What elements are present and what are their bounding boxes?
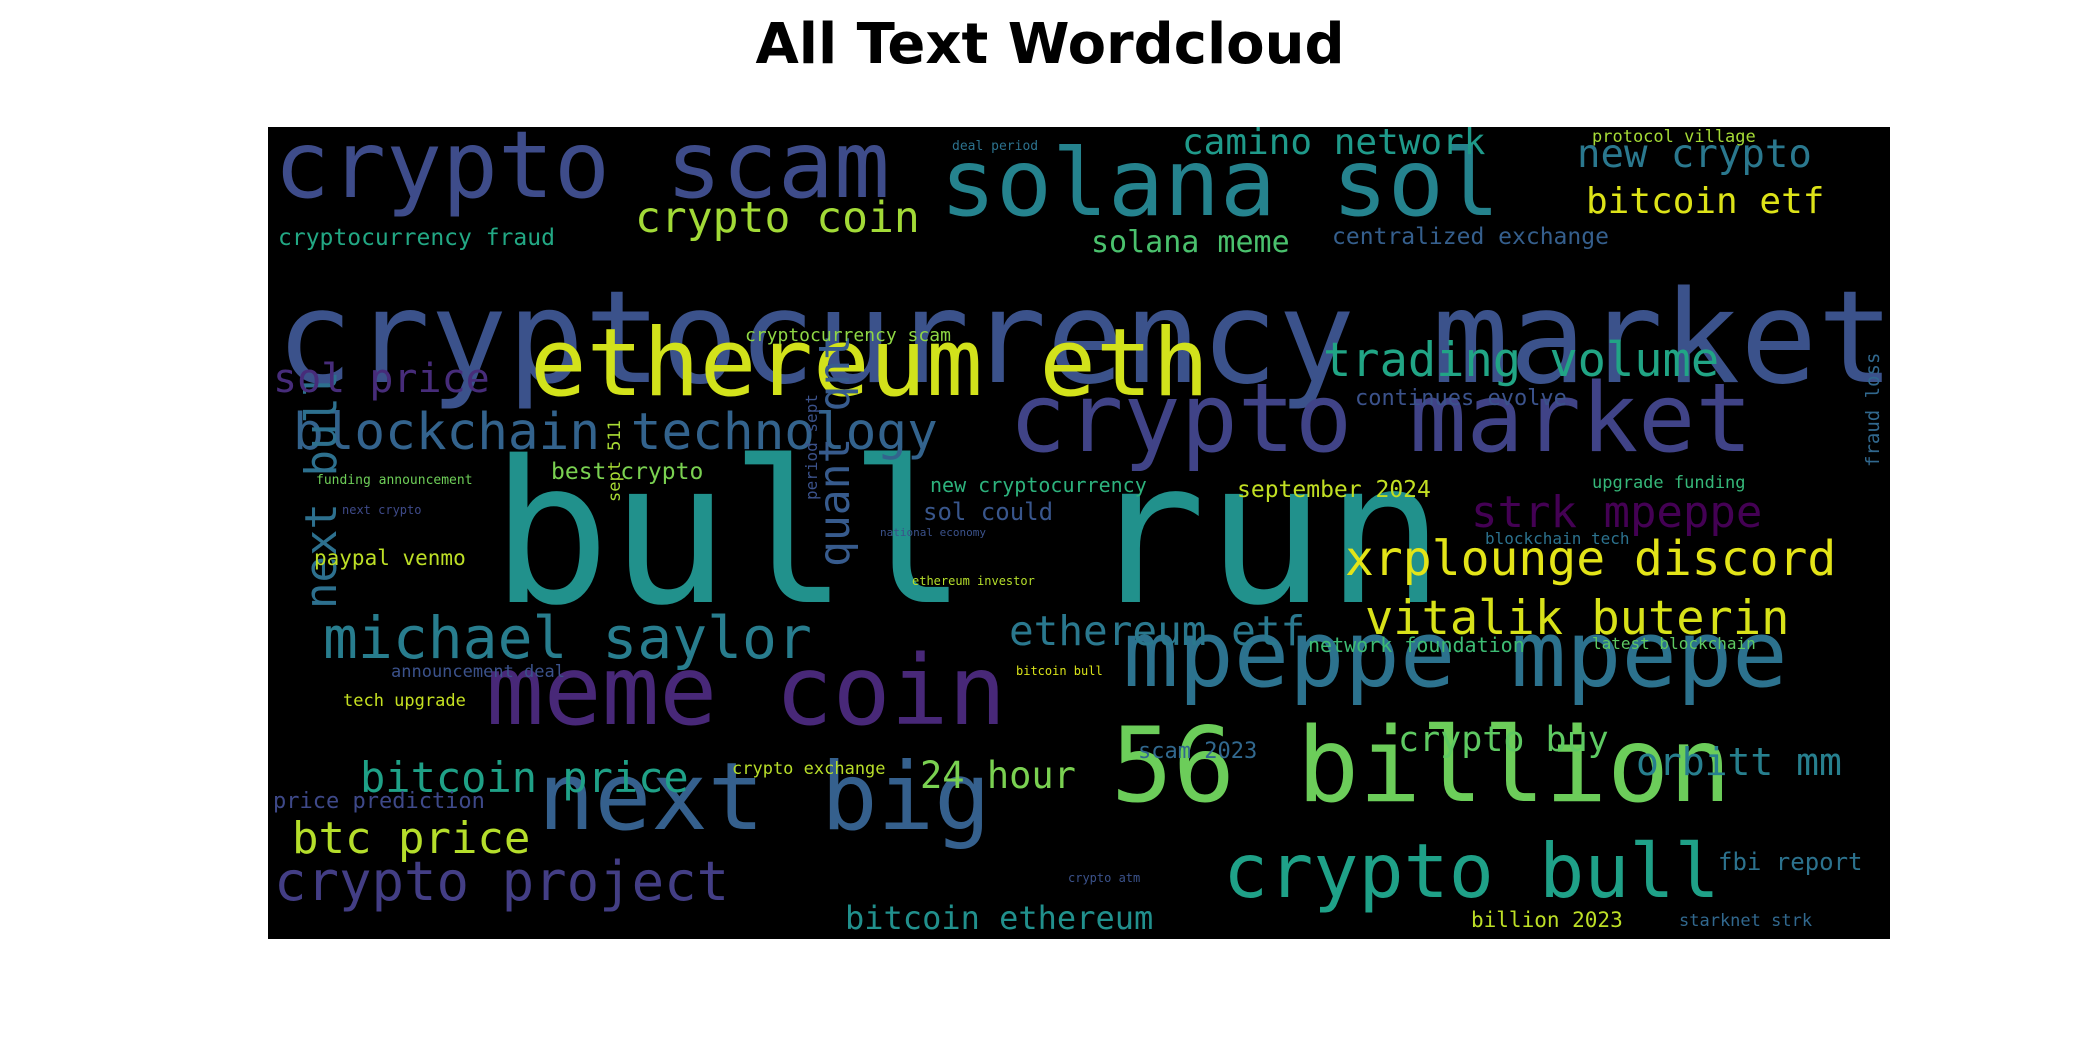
word-label: mpeppe mpepe [1123,601,1788,708]
word-label: crypto buy [1398,720,1609,760]
word-label: billion 2023 [1471,908,1623,932]
word-label: paypal venmo [314,546,466,570]
word-label: sol price [273,356,490,402]
word-label: network foundation [1308,633,1525,657]
word-label: next bull [296,370,347,609]
word-label: upgrade funding [1592,473,1746,493]
word-label: sol could [923,498,1054,526]
chart-title: All Text Wordcloud [755,12,1345,77]
word-label: btc price [292,813,531,864]
word-label: tech upgrade [343,691,466,711]
word-label: fraud loss [1862,352,1884,467]
word-label: continues evolve [1355,386,1567,411]
word-label: 56 billion [1111,706,1732,826]
word-label: michael saylor [323,604,812,672]
word-label: next crypto [342,503,422,517]
word-label: starknet strk [1679,911,1813,931]
word-label: blockchain tech [1485,529,1630,548]
word-label: crypto bull [1223,827,1720,915]
word-label: latest blockchain [1592,634,1756,653]
word-label: september 2024 [1237,477,1431,503]
word-label: vitalik buterin [1365,591,1790,646]
word-label: bull run [491,418,1445,649]
word-label: orbitt mm [1636,740,1842,784]
word-label: protocol village [1592,127,1756,147]
word-label: cryptocurrency market [276,264,1890,413]
word-label: blockchain technology [293,403,938,462]
word-label: new crypto [1577,132,1812,177]
word-label: new cryptocurrency [930,473,1147,497]
word-label: crypto coin [635,193,920,243]
word-label: price prediction [273,789,485,814]
word-label: bitcoin ethereum [845,899,1154,937]
word-label: best crypto [551,459,704,485]
word-label: next big [538,743,991,852]
word-label: solana sol [940,129,1500,237]
wordcloud-canvas: bull run cryptocurrency market ethereum et… [268,127,1890,939]
word-label: solana meme [1091,225,1290,260]
word-label: sept 511 [605,420,625,502]
word-label: camino network [1182,127,1486,163]
word-label: funding announcement [316,473,473,488]
word-label: 24 hour [920,754,1076,797]
word-label: crypto exchange [732,759,886,779]
word-label: xrplounge discord [1345,531,1837,587]
word-label: strk mpeppe [1471,487,1763,538]
word-label: centralized exchange [1332,224,1609,250]
word-label: trading volume [1323,333,1720,388]
word-label: crypto scam [274,127,890,219]
word-label: deal period [952,139,1039,154]
word-label: crypto project [274,850,730,913]
word-label: scam 2023 [1138,739,1258,764]
word-label: ethereum etf [1009,607,1306,655]
word-label: bitcoin bull [1016,664,1103,678]
word-label: cryptocurrency fraud [278,225,555,251]
word-label: meme coin [486,635,1007,747]
word-label: bitcoin price [360,753,689,802]
word-label: ethereum investor [912,574,1035,588]
word-label: announcement deal [391,662,565,682]
word-label: cryptocurrency scam [745,325,951,346]
word-label: fbi report [1718,848,1863,876]
word-label: national economy [880,526,986,539]
word-label: crypto market [1009,364,1753,474]
word-label: ethereum eth [530,309,1210,418]
word-label: bitcoin etf [1586,181,1825,222]
word-label: period sept [802,394,821,500]
word-label: crypto atm [1068,871,1141,885]
